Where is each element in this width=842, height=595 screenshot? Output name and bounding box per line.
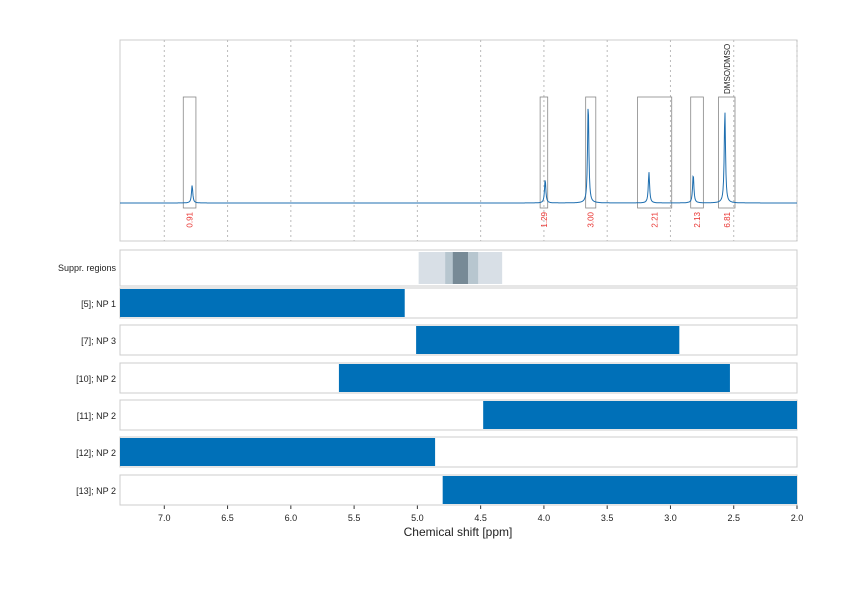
suppressed-region — [452, 252, 468, 284]
x-tick-label: 3.0 — [664, 513, 677, 523]
row-label: [5]; NP 1 — [81, 299, 116, 309]
integral-box — [690, 96, 704, 209]
integral-box — [585, 96, 597, 209]
spectrum-panel — [119, 39, 798, 242]
integral-box — [539, 96, 549, 209]
x-tick-label: 6.0 — [285, 513, 298, 523]
x-axis-label: Chemical shift [ppm] — [404, 525, 513, 539]
peak-annotation: DMSO/DMSO — [723, 44, 732, 94]
x-tick-label: 4.0 — [538, 513, 551, 523]
integral-value: 2.13 — [693, 211, 702, 227]
integral-box — [182, 96, 197, 209]
x-tick-label: 7.0 — [158, 513, 171, 523]
integral-value: 1.29 — [540, 211, 549, 227]
x-tick-label: 4.5 — [474, 513, 487, 523]
row-label: [7]; NP 3 — [81, 336, 116, 346]
x-tick-label: 6.5 — [221, 513, 234, 523]
x-tick-label: 3.5 — [601, 513, 614, 523]
row-label: [11]; NP 2 — [77, 411, 116, 421]
x-tick-label: 5.0 — [411, 513, 424, 523]
range-bar — [338, 364, 730, 392]
range-bar — [483, 401, 797, 429]
integral-value: 3.00 — [587, 211, 596, 227]
integral-value: 0.91 — [186, 211, 195, 227]
row-label: Suppr. regions — [58, 263, 117, 273]
integral-value: 2.21 — [651, 211, 660, 227]
row-label: [10]; NP 2 — [76, 374, 116, 384]
spectrum-line — [120, 108, 797, 204]
x-tick-label: 5.5 — [348, 513, 361, 523]
integral-value: 6.81 — [723, 211, 732, 227]
range-bar — [416, 326, 680, 354]
range-bar — [120, 289, 405, 317]
row-label: [13]; NP 2 — [76, 486, 116, 496]
x-tick-label: 2.0 — [791, 513, 804, 523]
integral-box — [718, 96, 736, 209]
range-bar — [442, 476, 797, 504]
row-label: [12]; NP 2 — [76, 448, 116, 458]
x-tick-label: 2.5 — [727, 513, 740, 523]
range-bar — [120, 438, 436, 466]
integral-box — [637, 96, 673, 209]
